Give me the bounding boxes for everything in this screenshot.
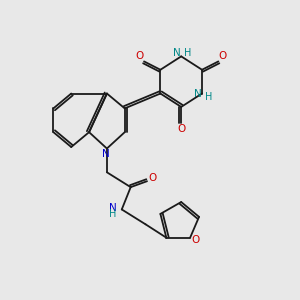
Text: O: O bbox=[148, 172, 156, 183]
Text: N: N bbox=[109, 203, 117, 213]
Text: N: N bbox=[102, 149, 110, 159]
Text: O: O bbox=[136, 51, 144, 62]
Text: O: O bbox=[191, 235, 200, 245]
Text: N: N bbox=[173, 47, 181, 58]
Text: H: H bbox=[109, 209, 116, 220]
Text: H: H bbox=[184, 47, 191, 58]
Text: N: N bbox=[194, 88, 202, 98]
Text: O: O bbox=[219, 51, 227, 62]
Text: H: H bbox=[205, 92, 212, 102]
Text: O: O bbox=[178, 124, 186, 134]
